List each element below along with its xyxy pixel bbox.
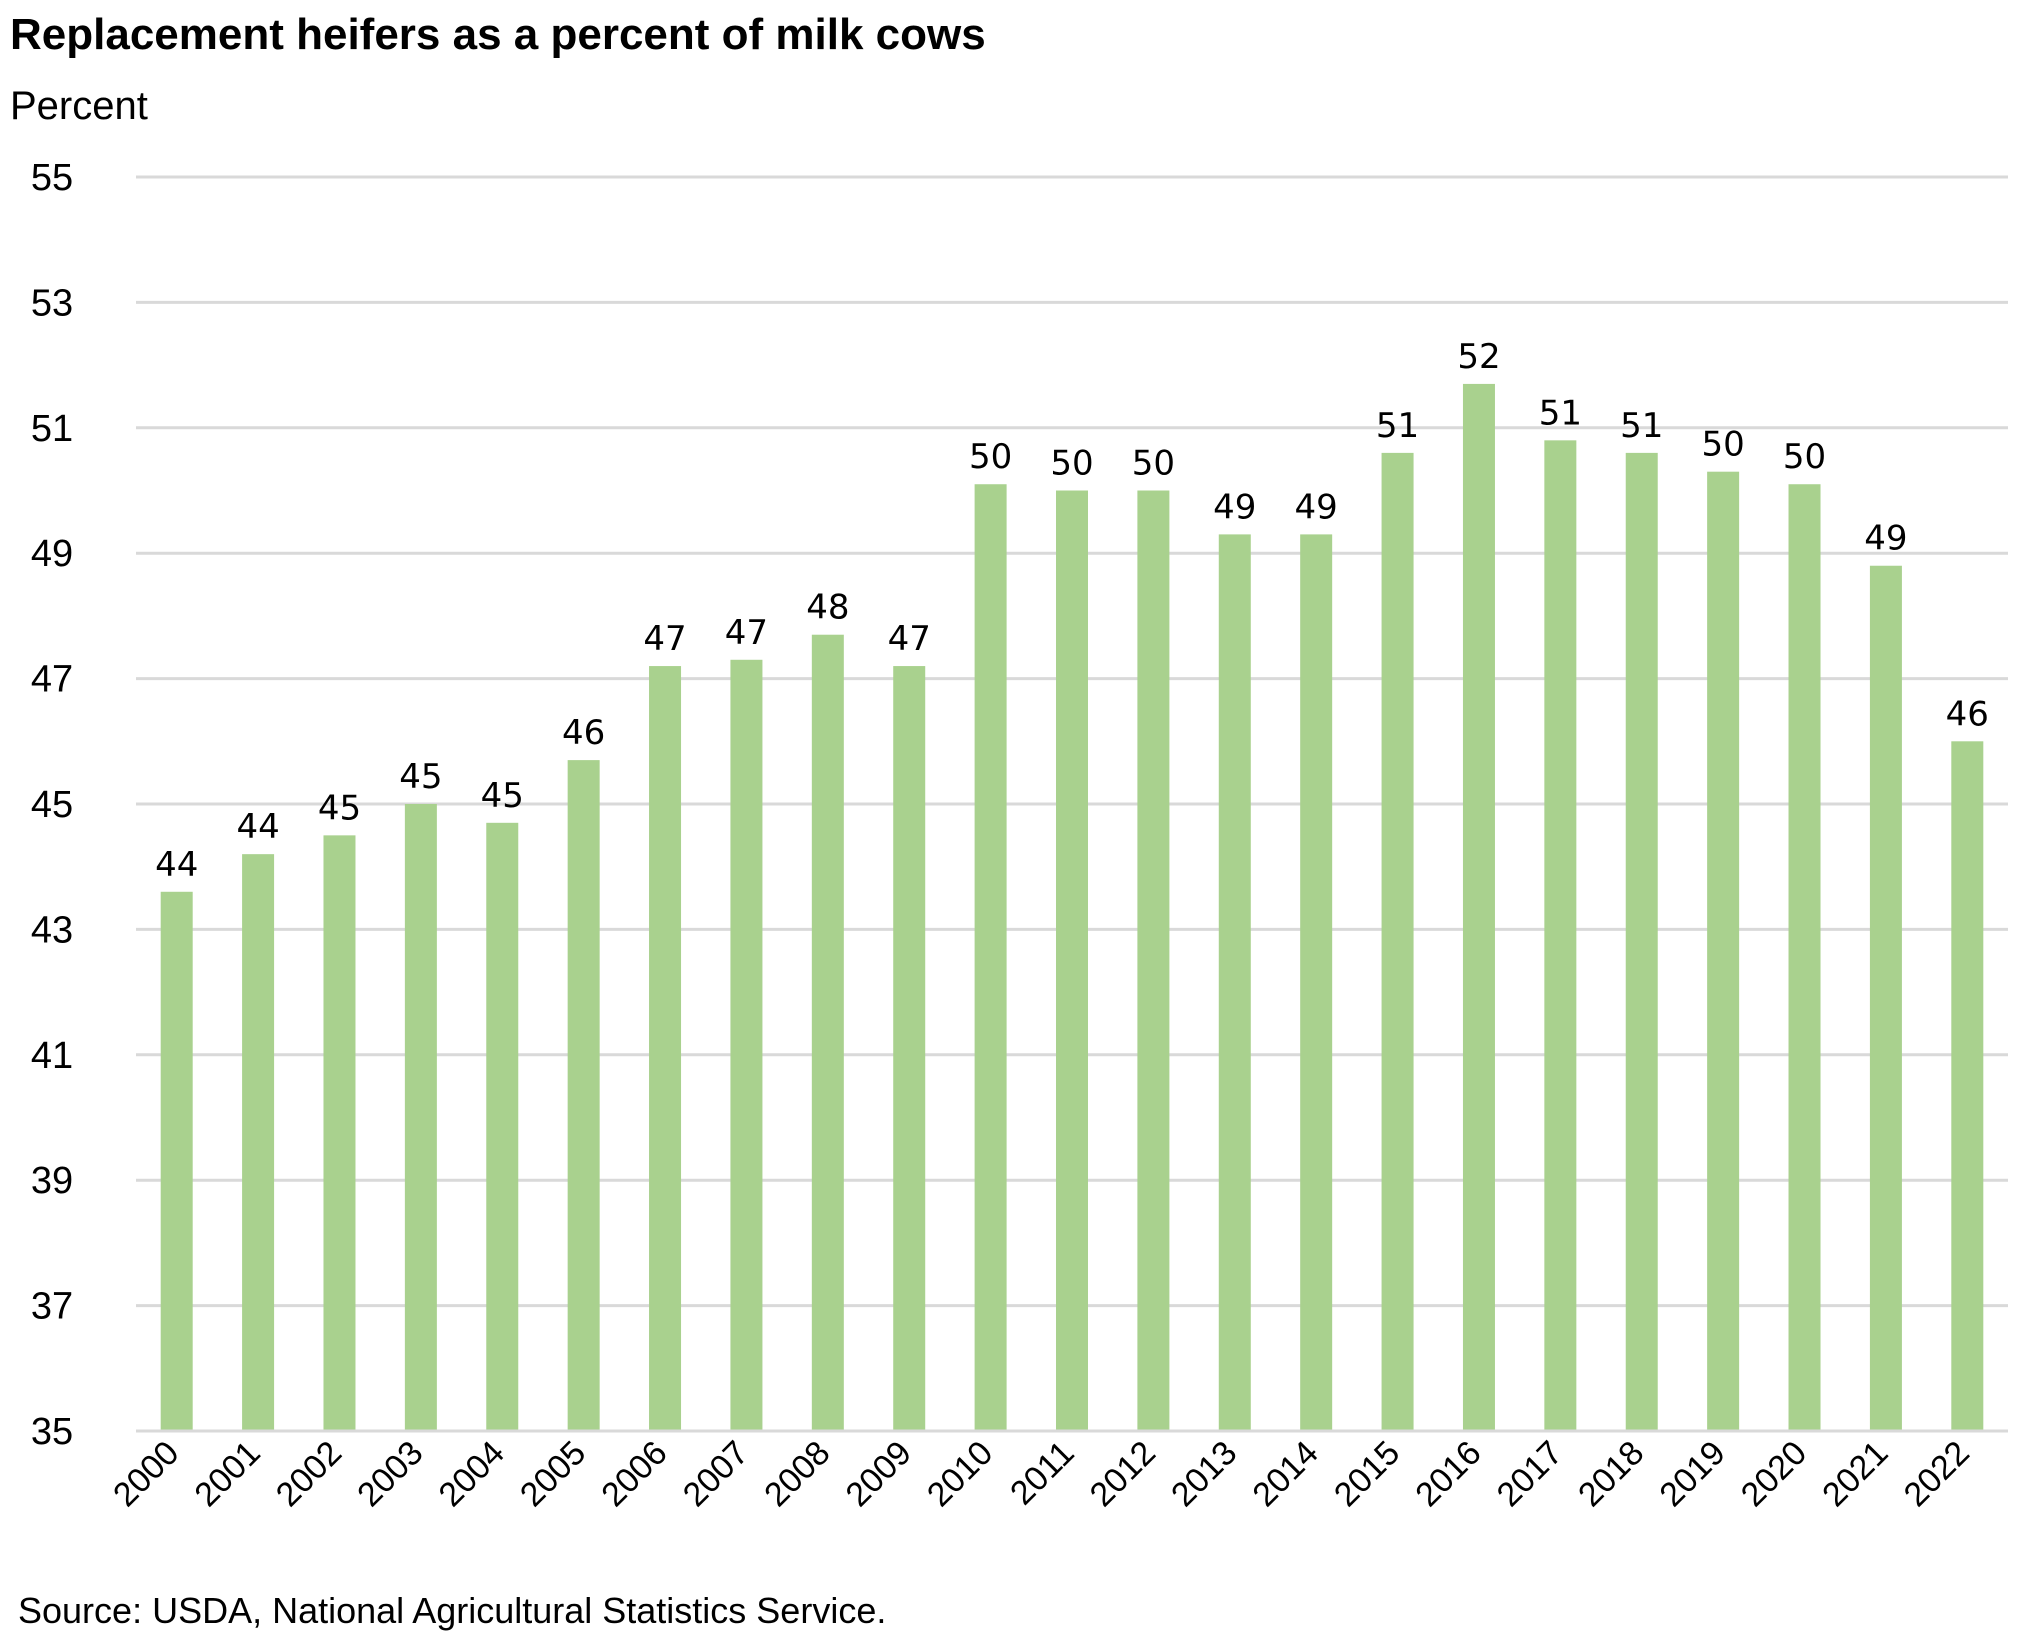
data-label: 46 bbox=[562, 713, 605, 753]
data-label: 51 bbox=[1620, 406, 1663, 446]
x-tick-label: 2003 bbox=[350, 1434, 430, 1514]
bar bbox=[893, 666, 926, 1431]
bar bbox=[242, 854, 275, 1431]
x-axis-ticks: 2000 2001 2002 2003 2004 2005 2006 2007 2008 2009… bbox=[106, 1434, 1977, 1514]
data-label: 51 bbox=[1376, 406, 1419, 446]
data-label: 50 bbox=[1783, 437, 1826, 477]
data-label: 45 bbox=[399, 757, 442, 797]
bar bbox=[1625, 452, 1658, 1431]
data-label: 52 bbox=[1457, 337, 1500, 377]
x-tick-label: 2012 bbox=[1083, 1434, 1163, 1514]
bar bbox=[1462, 383, 1495, 1431]
data-label: 47 bbox=[888, 619, 931, 659]
y-tick-label: 37 bbox=[31, 1286, 73, 1328]
data-label: 51 bbox=[1539, 393, 1582, 433]
x-tick-label: 2004 bbox=[432, 1434, 512, 1514]
x-tick-label: 2014 bbox=[1245, 1434, 1325, 1514]
x-tick-label: 2006 bbox=[594, 1434, 674, 1514]
bar bbox=[1707, 471, 1740, 1431]
y-axis-ticks: 35 37 39 41 43 45 47 49 51 53 55 bbox=[31, 157, 73, 1453]
bar bbox=[730, 659, 763, 1431]
bar bbox=[567, 760, 600, 1431]
data-label: 50 bbox=[1132, 444, 1175, 484]
x-tick-label: 2013 bbox=[1164, 1434, 1244, 1514]
y-tick-label: 35 bbox=[31, 1411, 73, 1453]
y-tick-label: 41 bbox=[31, 1035, 73, 1077]
data-label: 50 bbox=[1701, 425, 1744, 465]
x-tick-label: 2022 bbox=[1897, 1434, 1977, 1514]
bar bbox=[1951, 741, 1984, 1431]
data-label: 46 bbox=[1946, 694, 1989, 734]
x-tick-label: 2015 bbox=[1327, 1434, 1407, 1514]
y-tick-label: 53 bbox=[31, 282, 73, 324]
data-label: 45 bbox=[481, 776, 524, 816]
x-tick-label: 2010 bbox=[920, 1434, 1000, 1514]
bar bbox=[1300, 534, 1333, 1431]
x-tick-label: 2021 bbox=[1815, 1434, 1895, 1514]
x-tick-label: 2007 bbox=[676, 1434, 756, 1514]
y-tick-label: 49 bbox=[31, 533, 73, 575]
y-tick-label: 43 bbox=[31, 909, 73, 951]
x-tick-label: 2002 bbox=[269, 1434, 349, 1514]
x-tick-label: 2020 bbox=[1734, 1434, 1814, 1514]
data-label: 50 bbox=[969, 437, 1012, 477]
x-tick-label: 2019 bbox=[1652, 1434, 1732, 1514]
bar bbox=[811, 634, 844, 1431]
bar bbox=[974, 484, 1007, 1432]
bar bbox=[323, 835, 356, 1431]
data-label: 50 bbox=[1050, 444, 1093, 484]
x-tick-label: 2016 bbox=[1408, 1434, 1488, 1514]
bar bbox=[486, 822, 519, 1431]
bar bbox=[1381, 452, 1414, 1431]
y-axis-unit-label: Percent bbox=[10, 84, 148, 128]
bar bbox=[1869, 565, 1902, 1431]
x-tick-label: 2011 bbox=[1003, 1434, 1082, 1513]
y-tick-label: 47 bbox=[31, 659, 73, 701]
data-label: 48 bbox=[806, 588, 849, 628]
data-label: 44 bbox=[236, 807, 279, 847]
data-label: 45 bbox=[318, 788, 361, 828]
y-tick-label: 39 bbox=[31, 1160, 73, 1202]
bar bbox=[1056, 490, 1088, 1431]
bar bbox=[160, 891, 193, 1431]
data-label: 44 bbox=[155, 845, 198, 885]
data-labels: 44 44 45 45 45 46 47 47 48 47 50 50 50 49 49 51 52 51 51 50… bbox=[155, 337, 1989, 885]
y-tick-label: 55 bbox=[31, 157, 73, 199]
bars bbox=[160, 383, 1984, 1432]
bar bbox=[1218, 534, 1251, 1431]
bar bbox=[1788, 484, 1821, 1432]
x-tick-label: 2000 bbox=[106, 1434, 186, 1514]
data-label: 49 bbox=[1213, 487, 1256, 527]
source-note: Source: USDA, National Agricultural Stat… bbox=[18, 1590, 887, 1631]
chart-title: Replacement heifers as a percent of milk… bbox=[10, 10, 986, 59]
bar bbox=[1544, 440, 1577, 1432]
bar bbox=[404, 804, 437, 1431]
data-label: 49 bbox=[1864, 519, 1907, 559]
bar bbox=[649, 666, 682, 1431]
bar bbox=[1137, 490, 1170, 1431]
y-tick-label: 51 bbox=[31, 408, 73, 450]
x-tick-label: 2008 bbox=[757, 1434, 837, 1514]
x-tick-label: 2017 bbox=[1490, 1434, 1570, 1514]
x-tick-label: 2005 bbox=[513, 1434, 593, 1514]
x-tick-label: 2009 bbox=[839, 1434, 919, 1514]
data-label: 47 bbox=[643, 619, 686, 659]
x-tick-label: 2018 bbox=[1571, 1434, 1651, 1514]
data-label: 47 bbox=[725, 613, 768, 653]
data-label: 49 bbox=[1295, 487, 1338, 527]
y-tick-label: 45 bbox=[31, 784, 73, 826]
x-tick-label: 2001 bbox=[187, 1434, 267, 1514]
